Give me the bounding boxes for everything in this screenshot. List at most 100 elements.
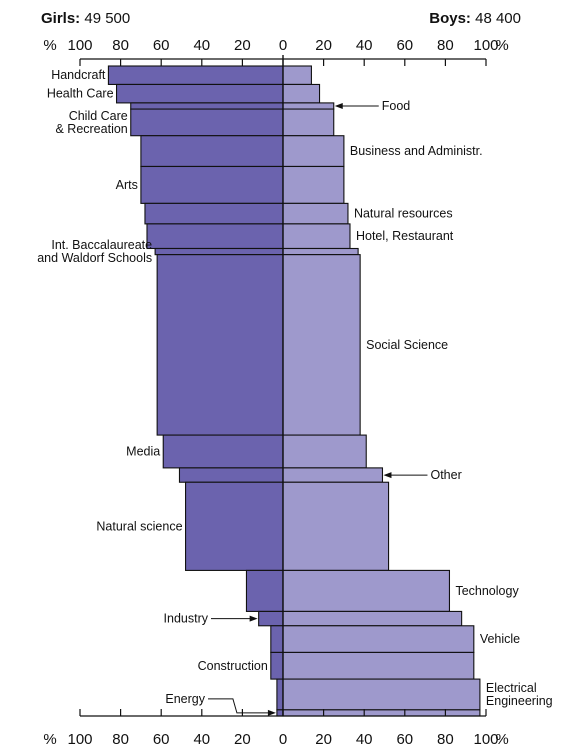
tick-label-bottom-right-80: 80 (437, 731, 454, 748)
category-label-construction: Construction (198, 659, 268, 673)
bar-boys-food (282, 102, 335, 110)
pointer-line-energy (208, 698, 270, 714)
tick-label-top-right-100: 100 (473, 37, 498, 54)
bar-girls-int-baccalaureate-and-waldorf-schools (154, 247, 284, 256)
bar-girls-technology (245, 569, 284, 612)
bar-boys-electrical-engineering (282, 678, 481, 711)
bar-boys-construction (282, 651, 475, 680)
bar-girls-child-care-recreation (130, 108, 284, 137)
bar-girls-hotel-restaurant (146, 223, 284, 250)
girls-total: Girls: 49 500 (41, 10, 130, 27)
category-label-child-care-recreation-line-2: & Recreation (55, 122, 127, 136)
bar-boys-hotel-restaurant (282, 223, 351, 250)
pointer-arrow-other (383, 472, 392, 479)
boys-total: Boys: 48 400 (429, 10, 521, 27)
tick-label-bottom-right-40: 40 (356, 731, 373, 748)
axes-layer: 100 80 60 40 20 0 20 40 60 80 100% %100 80 60 40 20 0 20 4… (43, 37, 508, 748)
category-label-hotel-restaurant: Hotel, Restaurant (356, 229, 454, 243)
girls-total-label: Girls: (41, 10, 81, 27)
category-label-technology: Technology (455, 584, 519, 598)
category-label-handcraft: Handcraft (51, 68, 106, 82)
bar-girls-handcraft (107, 65, 284, 86)
tick-label-top-right-80: 80 (437, 37, 454, 54)
category-label-media: Media (126, 444, 160, 458)
category-label-natural-resources: Natural resources (354, 207, 453, 221)
category-label-int-baccalaureate-and-waldorf-schools-line-1: Int. Baccalaureate (51, 238, 152, 252)
girls-total-value: 49 500 (84, 10, 131, 27)
percent-symbol-top-left: % (43, 37, 56, 54)
bar-boys-arts (282, 165, 345, 204)
tick-label-bottom-right-20: 20 (315, 731, 332, 748)
bar-boys-natural-science (282, 481, 390, 571)
percent-symbol-bottom-left: % (43, 731, 56, 748)
bar-girls-energy (276, 709, 284, 717)
tick-label-bottom-left-40: 40 (193, 731, 210, 748)
bar-girls-natural-science (185, 481, 284, 571)
bar-boys-int-baccalaureate-and-waldorf-schools (282, 247, 359, 256)
category-label-energy: Energy (165, 692, 205, 706)
percent-symbol-top-right: % (495, 37, 508, 54)
category-label-electrical-engineering-line-1: Electrical (486, 681, 537, 695)
pointer-arrow-energy (267, 709, 276, 716)
bars-layer (107, 65, 481, 717)
category-label-natural-science: Natural science (96, 519, 182, 533)
bar-boys-child-care-recreation (282, 108, 335, 137)
bar-boys-other (282, 467, 384, 483)
bar-boys-vehicle (282, 625, 475, 653)
bar-boys-natural-resources (282, 202, 349, 225)
percent-symbol-bottom-right: % (495, 731, 508, 748)
category-label-food: Food (382, 99, 411, 113)
bar-boys-energy (282, 709, 481, 717)
bar-girls-natural-resources (144, 202, 284, 225)
bar-girls-arts (140, 165, 284, 204)
tick-label-bottom-left-100: 100 (67, 731, 92, 748)
category-label-child-care-recreation-line-1: Child Care (69, 109, 128, 123)
bar-girls-media (162, 434, 284, 469)
bar-girls-vehicle (270, 625, 284, 653)
tick-label-bottom-right-100: 100 (473, 731, 498, 748)
bar-boys-handcraft (282, 65, 312, 86)
category-label-other: Other (430, 468, 461, 482)
category-label-business-and-administr: Business and Administr. (350, 144, 483, 158)
tick-label-top-left-40: 40 (193, 37, 210, 54)
category-label-health-care: Health Care (47, 87, 114, 101)
boys-total-label: Boys: (429, 10, 471, 27)
bar-boys-health-care (282, 83, 321, 104)
bar-girls-social-science (156, 254, 284, 436)
pointer-arrow-food (334, 102, 343, 109)
bar-girls-electrical-engineering (276, 678, 284, 711)
bar-girls-business-and-administr (140, 135, 284, 168)
tick-label-top-left-80: 80 (112, 37, 129, 54)
tick-label-bottom-left-60: 60 (153, 731, 170, 748)
tick-label-top-left-60: 60 (153, 37, 170, 54)
tick-label-top-right-40: 40 (356, 37, 373, 54)
tick-label-top-left-0: 0 (279, 37, 287, 54)
bar-girls-health-care (115, 83, 284, 104)
tick-label-bottom-left-0: 0 (279, 731, 287, 748)
boys-total-value: 48 400 (475, 10, 521, 27)
category-labels-layer: Handcraft Health Care Food Child Care& Recr… (37, 68, 553, 716)
pointer-arrow-industry (249, 615, 258, 622)
category-label-int-baccalaureate-and-waldorf-schools-line-2: and Waldorf Schools (37, 251, 152, 265)
bar-girls-other (178, 467, 284, 483)
tick-label-top-left-20: 20 (234, 37, 251, 54)
tick-label-top-right-20: 20 (315, 37, 332, 54)
bar-girls-industry (258, 610, 284, 627)
bar-girls-construction (270, 651, 284, 680)
category-label-arts: Arts (116, 178, 138, 192)
category-label-electrical-engineering-line-2: Engineering (486, 694, 553, 708)
bar-boys-social-science (282, 254, 361, 436)
tick-label-bottom-right-60: 60 (396, 731, 413, 748)
bar-boys-media (282, 434, 367, 469)
bar-boys-technology (282, 569, 451, 612)
tick-label-top-right-60: 60 (396, 37, 413, 54)
tick-label-bottom-left-80: 80 (112, 731, 129, 748)
tick-label-top-left-100: 100 (67, 37, 92, 54)
tick-label-bottom-left-20: 20 (234, 731, 251, 748)
category-label-social-science: Social Science (366, 338, 448, 352)
bar-girls-food (130, 102, 284, 110)
bar-boys-industry (282, 610, 463, 627)
category-label-industry: Industry (164, 612, 209, 626)
category-label-vehicle: Vehicle (480, 632, 520, 646)
